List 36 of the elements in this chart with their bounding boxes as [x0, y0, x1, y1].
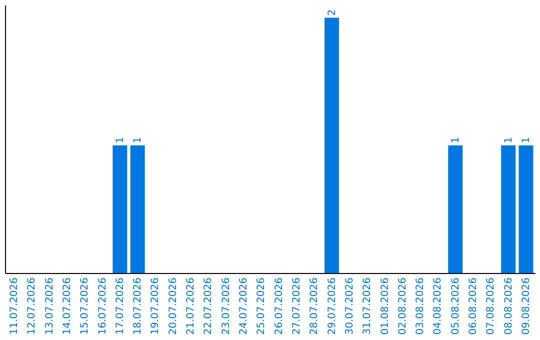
data-label: 1 [503, 137, 514, 144]
data-label: 2 [326, 9, 338, 16]
x-tick-label: 14.07.2026 [62, 278, 73, 335]
x-tick-label: 27.07.2026 [291, 278, 302, 335]
x-tick-label: 01.08.2026 [380, 278, 391, 335]
x-tick-label: 06.08.2026 [468, 278, 480, 335]
x-tick-label: 24.07.2026 [238, 278, 250, 335]
x-tick-label: 18.07.2026 [132, 278, 144, 335]
x-tick-label: 17.07.2026 [114, 278, 126, 335]
x-tick-label: 28.07.2026 [309, 278, 320, 335]
x-tick-label: 19.07.2026 [150, 278, 162, 335]
x-tick-label: 04.08.2026 [432, 278, 444, 335]
x-tick-label: 16.07.2026 [97, 278, 108, 335]
x-tick-label: 31.07.2026 [362, 278, 374, 335]
x-tick-label: 26.07.2026 [274, 278, 285, 335]
x-tick-label: 11.07.2026 [9, 278, 20, 335]
x-tick-label: 29.07.2026 [326, 278, 338, 335]
data-label: 1 [520, 137, 532, 144]
data-label: 1 [450, 137, 462, 144]
x-tick-label: 25.07.2026 [256, 278, 268, 335]
x-tick-label: 12.07.2026 [26, 278, 38, 335]
x-tick-label: 08.08.2026 [503, 278, 514, 335]
x-tick-label: 02.08.2026 [397, 278, 408, 335]
x-tick-label: 30.07.2026 [344, 278, 356, 335]
x-tick-label: 15.07.2026 [80, 278, 91, 335]
x-tick-label: 22.07.2026 [203, 278, 214, 335]
data-label: 1 [114, 137, 126, 144]
x-tick-label: 05.08.2026 [450, 278, 462, 335]
x-tick-label: 07.08.2026 [486, 278, 497, 335]
x-tick-label: 23.07.2026 [220, 278, 232, 335]
x-tick-label: 13.07.2026 [44, 278, 56, 335]
x-tick-label: 20.07.2026 [168, 278, 179, 335]
data-label: 1 [132, 137, 144, 144]
x-tick-label: 03.08.2026 [415, 278, 426, 335]
x-tick-label: 21.07.2026 [186, 278, 197, 335]
x-tick-label: 09.08.2026 [520, 278, 532, 335]
